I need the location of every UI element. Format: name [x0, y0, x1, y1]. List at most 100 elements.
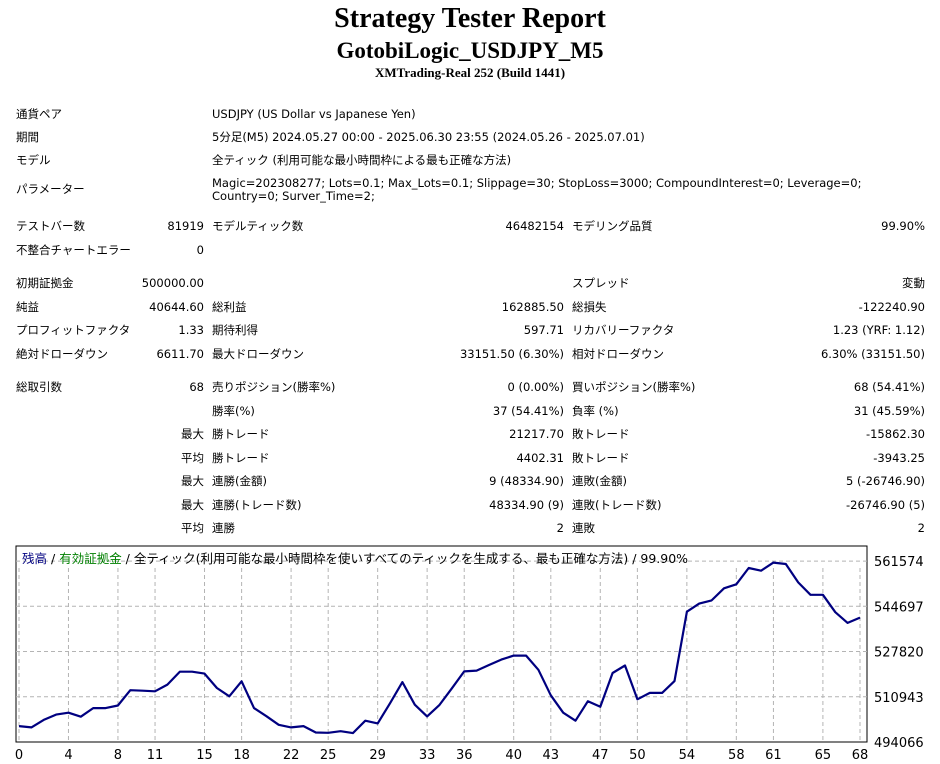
max-row-label-2: 最大	[181, 474, 204, 488]
max-dd-label: 最大ドローダウン	[212, 347, 304, 361]
balance-series-line	[18, 561, 861, 735]
max-loss-value: -15862.30	[865, 427, 925, 441]
trades-label: 総取引数	[16, 380, 62, 394]
gross-loss-label: 総損失	[572, 300, 607, 314]
chart-legend: 残高 / 有効証拠金 / 全ティック(利用可能な最小時間枠を使いすべてのティック…	[22, 551, 688, 566]
quality-label: モデリング品質	[572, 219, 653, 233]
max-row-label-1: 最大	[181, 427, 204, 441]
x-tick-label: 8	[114, 748, 122, 763]
gross-loss-value: -122240.90	[858, 300, 925, 314]
avg-row-label-2: 平均	[181, 521, 204, 535]
x-tick-label: 0	[15, 748, 23, 763]
x-tick-label: 22	[283, 748, 300, 763]
avg-loss-value: -3943.25	[873, 451, 925, 465]
spread-value: 変動	[902, 276, 925, 290]
y-tick-label: 510943	[874, 691, 924, 706]
x-tick-label: 54	[679, 748, 696, 763]
avg-cons-win-value: 2	[556, 521, 564, 535]
mismatch-label: 不整合チャートエラー	[16, 243, 131, 257]
avg-win-label: 勝トレード	[212, 451, 270, 465]
x-tick-label: 58	[728, 748, 745, 763]
spread-label: スプレッド	[572, 276, 630, 290]
avg-cons-loss-label: 連敗	[572, 521, 595, 535]
winrate-label: 勝率(%)	[212, 404, 255, 418]
abs-dd-value: 6611.70	[156, 347, 204, 361]
short-label: 売りポジション(勝率%)	[212, 380, 336, 394]
pf-value: 1.33	[178, 323, 204, 337]
cons-loss-trd-value: -26746.90 (5)	[846, 498, 925, 512]
chart-grid	[16, 560, 867, 742]
period-label: 期間	[16, 130, 39, 144]
cons-loss-amt-value: 5 (-26746.90)	[846, 474, 925, 488]
rel-dd-label: 相対ドローダウン	[572, 347, 664, 361]
pair-value: USDJPY (US Dollar vs Japanese Yen)	[212, 107, 416, 121]
report-subtitle: GotobiLogic_USDJPY_M5	[336, 38, 604, 63]
y-axis-ticks: 561574 544697 527820 510943 494066	[874, 555, 924, 751]
max-win-label: 勝トレード	[212, 427, 270, 441]
gross-profit-value: 162885.50	[501, 300, 564, 314]
rel-dd-value: 6.30% (33151.50)	[820, 347, 925, 361]
recovery-value: 1.23 (YRF: 1.12)	[832, 323, 925, 337]
short-value: 0 (0.00%)	[507, 380, 564, 394]
pf-label: プロフィットファクタ	[16, 323, 131, 337]
x-tick-label: 61	[765, 748, 782, 763]
legend-sep: /	[47, 551, 59, 566]
x-tick-label: 15	[196, 748, 213, 763]
chart-frame	[15, 545, 868, 743]
x-tick-label: 18	[233, 748, 250, 763]
x-axis-ticks: 0 4 8 11 15 18 22 25 29 33 36 40 43 47 50 54 58 61 65 68	[15, 748, 868, 763]
model-label: モデル	[16, 153, 51, 167]
bars-value: 81919	[167, 219, 204, 233]
deposit-value: 500000.00	[141, 276, 204, 290]
report-server: XMTrading-Real 252 (Build 1441)	[374, 65, 566, 80]
net-value: 40644.60	[149, 300, 204, 314]
deposit-label: 初期証拠金	[16, 276, 74, 290]
avg-cons-win-label: 連勝	[212, 521, 235, 535]
lossrate-label: 負率 (%)	[572, 404, 619, 418]
abs-dd-label: 絶対ドローダウン	[16, 347, 108, 361]
bars-label: テストバー数	[16, 219, 85, 233]
y-tick-label: 527820	[874, 646, 924, 661]
report-title: Strategy Tester Report	[334, 3, 606, 34]
expected-label: 期待利得	[212, 323, 258, 337]
period-value: 5分足(M5) 2024.05.27 00:00 - 2025.06.30 23…	[212, 130, 645, 144]
x-tick-label: 50	[629, 748, 646, 763]
x-tick-label: 43	[543, 748, 560, 763]
cons-win-amt-label: 連勝(金額)	[212, 474, 267, 488]
legend-balance: 残高	[22, 551, 47, 566]
x-tick-label: 65	[815, 748, 832, 763]
cons-loss-trd-label: 連敗(トレード数)	[572, 498, 662, 512]
max-loss-label: 敗トレード	[572, 427, 630, 441]
avg-loss-label: 敗トレード	[572, 451, 630, 465]
x-tick-label: 33	[419, 748, 436, 763]
avg-row-label-1: 平均	[181, 451, 204, 465]
legend-equity: 有効証拠金	[59, 551, 122, 566]
quality-value: 99.90%	[881, 219, 925, 233]
legend-rest: / 全ティック(利用可能な最小時間枠を使いすべてのティックを生成する、最も正確な…	[122, 551, 688, 566]
expected-value: 597.71	[523, 323, 564, 337]
winrate-value: 37 (54.41%)	[492, 404, 564, 418]
x-tick-label: 4	[64, 748, 72, 763]
x-tick-label: 29	[369, 748, 386, 763]
gross-profit-label: 総利益	[212, 300, 247, 314]
x-tick-label: 36	[456, 748, 473, 763]
x-tick-label: 40	[505, 748, 522, 763]
net-label: 純益	[16, 300, 39, 314]
cons-win-amt-value: 9 (48334.90)	[489, 474, 564, 488]
max-win-value: 21217.70	[509, 427, 564, 441]
y-tick-label: 544697	[874, 600, 924, 615]
cons-loss-amt-label: 連敗(金額)	[572, 474, 627, 488]
max-dd-value: 33151.50 (6.30%)	[459, 347, 564, 361]
ticks-value: 46482154	[505, 219, 564, 233]
long-label: 買いポジション(勝率%)	[572, 380, 696, 394]
max-row-label-3: 最大	[181, 498, 204, 512]
x-tick-label: 68	[852, 748, 869, 763]
recovery-label: リカバリーファクタ	[572, 323, 675, 337]
x-tick-label: 47	[592, 748, 609, 763]
model-value: 全ティック (利用可能な最小時間枠による最も正確な方法)	[212, 153, 512, 167]
x-tick-label: 11	[147, 748, 164, 763]
params-label: パラメーター	[16, 182, 85, 196]
avg-cons-loss-value: 2	[917, 521, 925, 535]
y-tick-label: 561574	[874, 555, 924, 570]
cons-win-trd-label: 連勝(トレード数)	[212, 498, 302, 512]
